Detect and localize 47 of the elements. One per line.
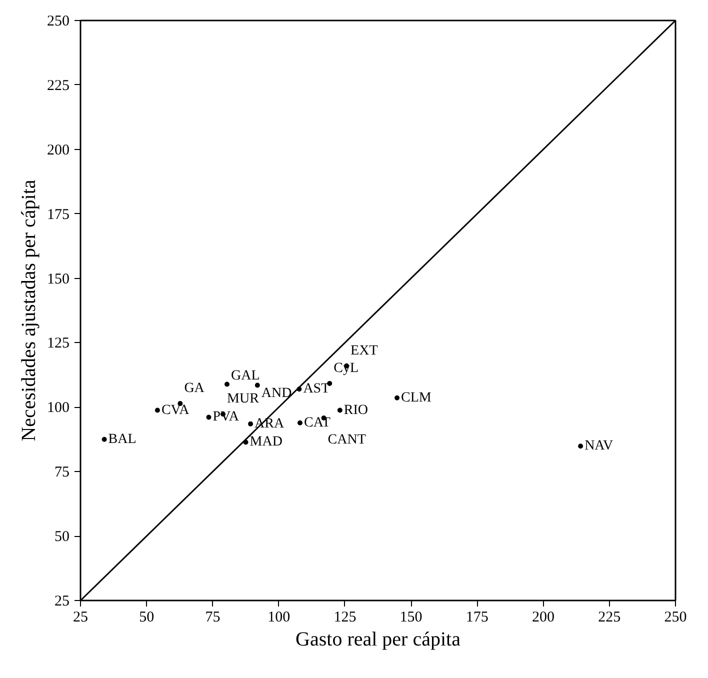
x-tick-label: 200 (532, 610, 555, 626)
point (337, 408, 342, 413)
x-axis-title: Gasto real per cápita (296, 628, 461, 650)
y-tick-label: 100 (47, 400, 70, 416)
point (296, 386, 302, 392)
point (224, 382, 230, 387)
x-tick-label: 125 (334, 610, 356, 626)
y-axis-title: Necesidades ajustadas per cápita (18, 180, 40, 442)
y-tick-label: 150 (47, 271, 70, 288)
data-label: GA (184, 381, 206, 396)
data-label: AND (261, 386, 292, 401)
y-tick-label: 175 (47, 206, 70, 223)
point (248, 421, 254, 426)
data-label: CVA (161, 402, 190, 418)
data-label: CANT (328, 432, 366, 448)
point (102, 436, 107, 442)
point (254, 382, 260, 388)
point (206, 414, 212, 420)
point (578, 444, 584, 449)
data-label: EXT (350, 343, 378, 358)
y-tick-label: 25 (54, 594, 70, 610)
x-tick-label: 100 (268, 610, 290, 626)
x-tick-label: 75 (205, 610, 220, 626)
data-label: RIO (344, 402, 368, 418)
x-tick-label: 225 (598, 610, 621, 626)
y-tick-label: 200 (47, 142, 70, 158)
point (154, 408, 160, 413)
data-label: CLM (401, 390, 432, 406)
x-tick-label: 25 (73, 610, 88, 626)
data-label: NAV (584, 438, 614, 454)
x-tick-label: 250 (664, 610, 687, 626)
x-tick-label: 150 (400, 610, 422, 626)
point (297, 420, 302, 426)
x-tick-label: 175 (466, 610, 488, 626)
data-label: BAL (108, 432, 136, 447)
data-label: GAL (231, 368, 260, 384)
point (243, 440, 248, 445)
data-label: AST (303, 382, 330, 397)
x-tick-label: 50 (139, 610, 154, 626)
y-tick-label: 50 (54, 529, 70, 546)
point (394, 395, 400, 400)
y-tick-label: 75 (54, 464, 70, 481)
data-label: MAD (250, 434, 282, 450)
y-tick-label: 225 (47, 78, 70, 94)
y-tick-label: 125 (47, 336, 70, 352)
data-label: MUR (227, 392, 260, 407)
y-tick-label: 250 (47, 14, 70, 30)
